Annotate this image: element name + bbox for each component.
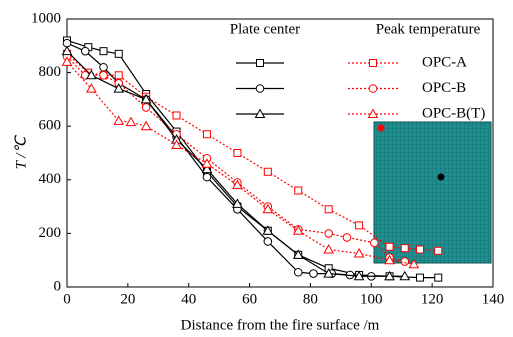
marker	[324, 245, 333, 253]
legend-label: OPC-B	[422, 80, 466, 96]
marker	[100, 63, 108, 71]
marker	[355, 249, 364, 257]
marker	[126, 118, 135, 126]
marker	[371, 239, 379, 247]
marker	[142, 122, 151, 130]
legend-label: OPC-B(T)	[422, 105, 485, 121]
legend-title: Plate center	[230, 21, 300, 37]
marker	[401, 258, 409, 266]
y-tick-label: 400	[39, 171, 62, 187]
marker	[343, 234, 351, 242]
y-axis-label: T /℃	[13, 134, 29, 169]
x-tick-label: 40	[181, 291, 196, 307]
x-tick-label: 80	[303, 291, 318, 307]
x-tick-label: 140	[482, 291, 505, 307]
legend-label: OPC-A	[422, 54, 467, 70]
y-tick-label: 1000	[31, 10, 61, 26]
x-tick-label: 60	[242, 291, 257, 307]
x-tick-label: 100	[360, 291, 383, 307]
marker	[257, 60, 264, 67]
marker	[435, 274, 442, 281]
marker	[87, 84, 96, 92]
marker	[386, 243, 393, 250]
marker	[264, 168, 271, 175]
y-tick-label: 600	[39, 118, 62, 134]
y-tick-label: 200	[39, 225, 62, 241]
inset-mesh	[374, 122, 491, 263]
marker	[173, 112, 180, 119]
marker	[115, 72, 122, 79]
chart: Distance from the fire surface /m T /℃ P…	[0, 0, 513, 337]
x-tick-label: 0	[63, 291, 71, 307]
y-tick-label: 800	[39, 64, 62, 80]
x-axis-label: Distance from the fire surface /m	[181, 317, 380, 333]
marker	[310, 270, 318, 278]
series-line	[67, 43, 371, 276]
marker	[100, 48, 107, 55]
marker	[256, 85, 264, 93]
marker	[234, 150, 241, 157]
marker	[115, 50, 122, 57]
marker	[369, 85, 377, 93]
marker	[325, 206, 332, 213]
marker	[401, 245, 408, 252]
x-tick-label: 20	[120, 291, 135, 307]
marker	[142, 104, 150, 112]
marker	[294, 268, 302, 276]
marker	[295, 187, 302, 194]
x-tick-label: 120	[421, 291, 444, 307]
marker	[435, 247, 442, 254]
marker	[81, 47, 89, 55]
marker	[356, 222, 363, 229]
marker	[370, 60, 377, 67]
marker	[203, 173, 211, 181]
legend-title: Peak temperature	[376, 21, 481, 37]
marker	[416, 274, 423, 281]
marker	[416, 246, 423, 253]
marker	[100, 71, 108, 79]
marker	[264, 238, 272, 246]
marker	[325, 230, 333, 238]
marker	[203, 131, 210, 138]
y-tick-label: 0	[54, 278, 62, 294]
